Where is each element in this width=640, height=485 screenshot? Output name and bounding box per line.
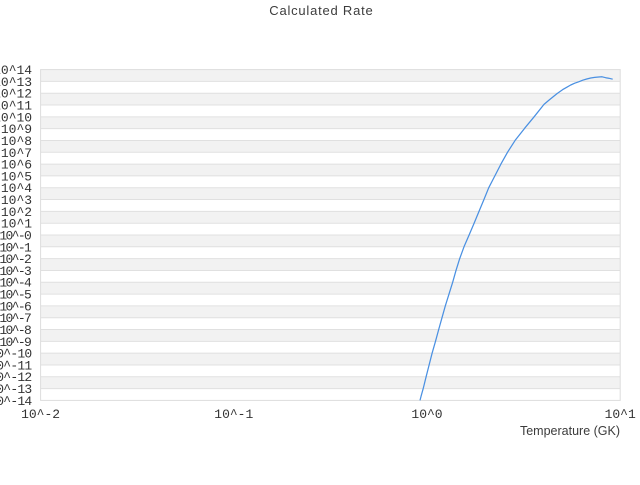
svg-text:10^14: 10^14 [0,63,32,78]
svg-text:10^3: 10^3 [1,193,32,208]
svg-text:10^8: 10^8 [1,134,32,149]
svg-text:10^-7: 10^-7 [0,311,32,326]
svg-text:10^1: 10^1 [1,217,32,232]
svg-text:10^0: 10^0 [411,407,442,422]
svg-text:10^11: 10^11 [0,98,32,113]
svg-text:10^7: 10^7 [1,146,32,161]
svg-text:10^10: 10^10 [0,110,32,125]
svg-text:10^5: 10^5 [1,169,32,184]
svg-text:10^-2: 10^-2 [21,407,60,422]
svg-text:10^-12: 10^-12 [0,370,32,385]
svg-text:10^-10: 10^-10 [0,347,32,362]
svg-text:10^13: 10^13 [0,75,32,90]
svg-text:10^-3: 10^-3 [0,264,32,279]
svg-text:10^6: 10^6 [1,158,32,173]
svg-text:10^-13: 10^-13 [0,382,32,397]
svg-text:10^9: 10^9 [1,122,32,137]
svg-text:10^-8: 10^-8 [0,323,32,338]
svg-text:10^-9: 10^-9 [0,335,32,350]
svg-text:10^2: 10^2 [1,205,32,220]
svg-text:10^-0: 10^-0 [0,228,32,243]
svg-text:10^1: 10^1 [605,407,636,422]
svg-text:10^-1: 10^-1 [0,240,32,255]
svg-text:10^-14: 10^-14 [0,394,32,409]
svg-text:10^-4: 10^-4 [0,276,32,291]
svg-text:10^4: 10^4 [1,181,32,196]
svg-text:10^-6: 10^-6 [0,299,32,314]
svg-text:10^-11: 10^-11 [0,358,32,373]
svg-text:Calculated Rate: Calculated Rate [269,3,373,18]
svg-text:10^-2: 10^-2 [0,252,32,267]
svg-text:10^-1: 10^-1 [214,407,253,422]
svg-text:10^-5: 10^-5 [0,288,32,303]
svg-text:10^12: 10^12 [0,87,32,102]
svg-text:Temperature (GK): Temperature (GK) [520,424,620,438]
